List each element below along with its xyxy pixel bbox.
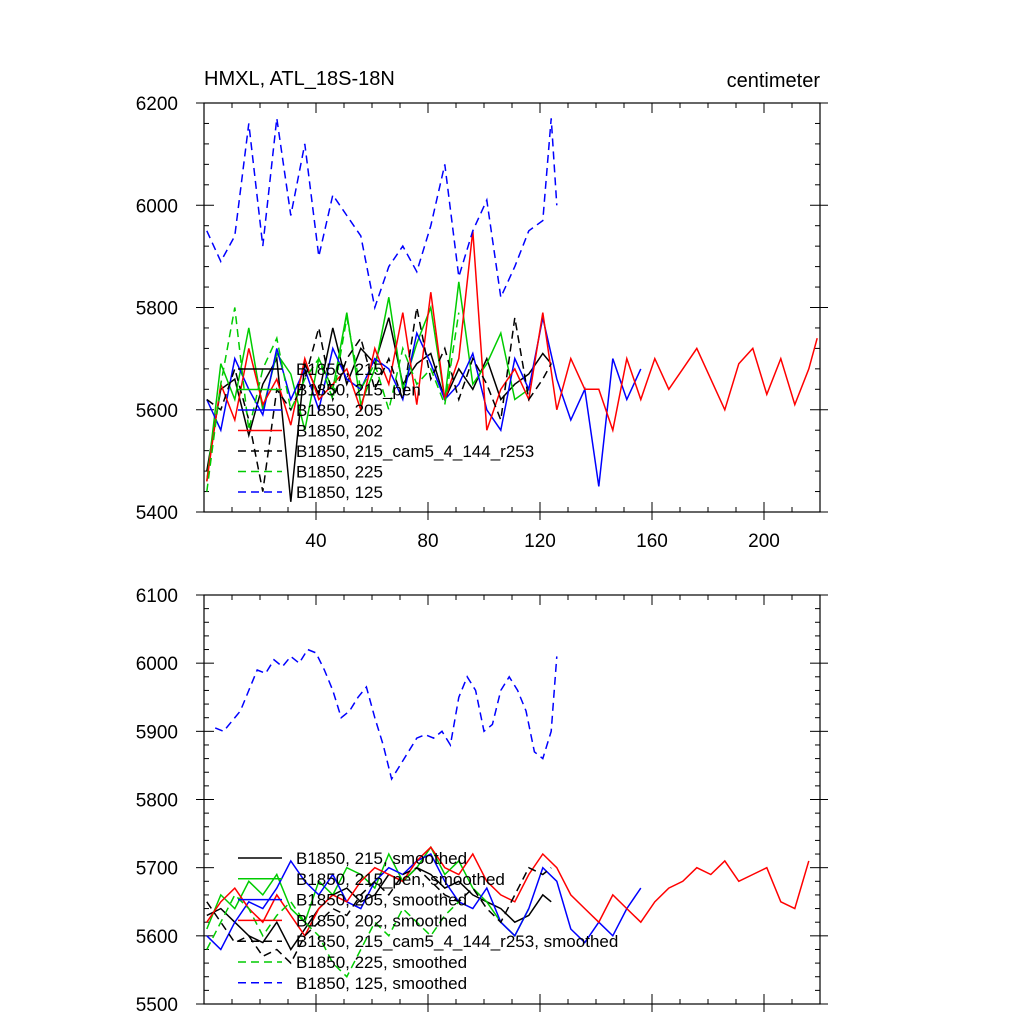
y-tick-label: 5700 (136, 859, 178, 880)
axis-ticks (196, 102, 828, 520)
series-b1850-215-cam5-4-144-r253-smoothed (206, 866, 552, 965)
series-b1850-125 (206, 118, 558, 311)
legend-label: B1850, 215_cam5_4_144_r253, smoothed (296, 932, 618, 951)
legend-label: B1850, 125 (296, 483, 383, 502)
x-tick-label: 40 (305, 531, 326, 552)
axis-ticks (196, 594, 828, 1012)
y-tick-label: 6000 (136, 654, 178, 675)
legend-label: B1850, 215_pen (296, 381, 421, 400)
y-tick-label: 6100 (136, 586, 178, 607)
series-group (206, 118, 818, 502)
y-tick-label: 5500 (136, 995, 178, 1016)
series-group (206, 648, 810, 978)
units-label: centimeter (727, 70, 821, 92)
series-b1850-215-smoothed (206, 866, 552, 951)
axis-tick-labels: 5500 5600 5700 5800 5900 6000 6100 (136, 586, 178, 1016)
x-tick-label: 200 (748, 531, 780, 552)
y-tick-label: 6200 (136, 94, 178, 115)
series-b1850-225-smoothed (206, 893, 460, 978)
panel-raw: HMXL, ATL_18S-18N centimeter 40 80 120 160 2… (136, 68, 828, 552)
series-b1850-205-smoothed (206, 853, 642, 951)
series-b1850-215-cam5-4-144-r253 (206, 307, 552, 492)
series-b1850-202-smoothed (206, 846, 810, 938)
y-tick-label: 5400 (136, 503, 178, 524)
y-tick-label: 5600 (136, 401, 178, 422)
chart-title: HMXL, ATL_18S-18N (204, 68, 395, 90)
legend-label: B1850, 225 (296, 463, 383, 482)
series-b1850-215 (206, 317, 552, 502)
legend-label: B1850, 215_cam5_4_144_r253 (296, 442, 534, 461)
series-b1850-125-smoothed (214, 648, 558, 781)
x-tick-label: 160 (636, 531, 668, 552)
y-tick-label: 6000 (136, 196, 178, 217)
panel-smoothed: 5500 5600 5700 5800 5900 6000 6100 B1850, 215,… (136, 586, 828, 1016)
legend-label: B1850, 202, smoothed (296, 911, 467, 930)
y-tick-label: 5600 (136, 927, 178, 948)
legend-label: B1850, 215, smoothed (296, 849, 467, 868)
y-tick-label: 5800 (136, 791, 178, 812)
legend-label: B1850, 125, smoothed (296, 974, 467, 993)
legend-label: B1850, 205 (296, 401, 383, 420)
series-b1850-225 (206, 307, 460, 492)
x-tick-label: 120 (524, 531, 556, 552)
legend-label: B1850, 205, smoothed (296, 891, 467, 910)
y-tick-label: 5900 (136, 722, 178, 743)
legend-label: B1850, 215 (296, 360, 383, 379)
axis-tick-labels: 40 80 120 160 200 5400 5600 5800 6000 6200 (136, 94, 780, 552)
legend: B1850, 215, smoothed B1850, 215_pen, smoo… (238, 849, 618, 993)
y-tick-label: 5800 (136, 299, 178, 320)
legend-label: B1850, 225, smoothed (296, 953, 467, 972)
x-tick-label: 80 (417, 531, 438, 552)
legend-label: B1850, 215_pen, smoothed (296, 870, 505, 889)
legend-label: B1850, 202 (296, 422, 383, 441)
